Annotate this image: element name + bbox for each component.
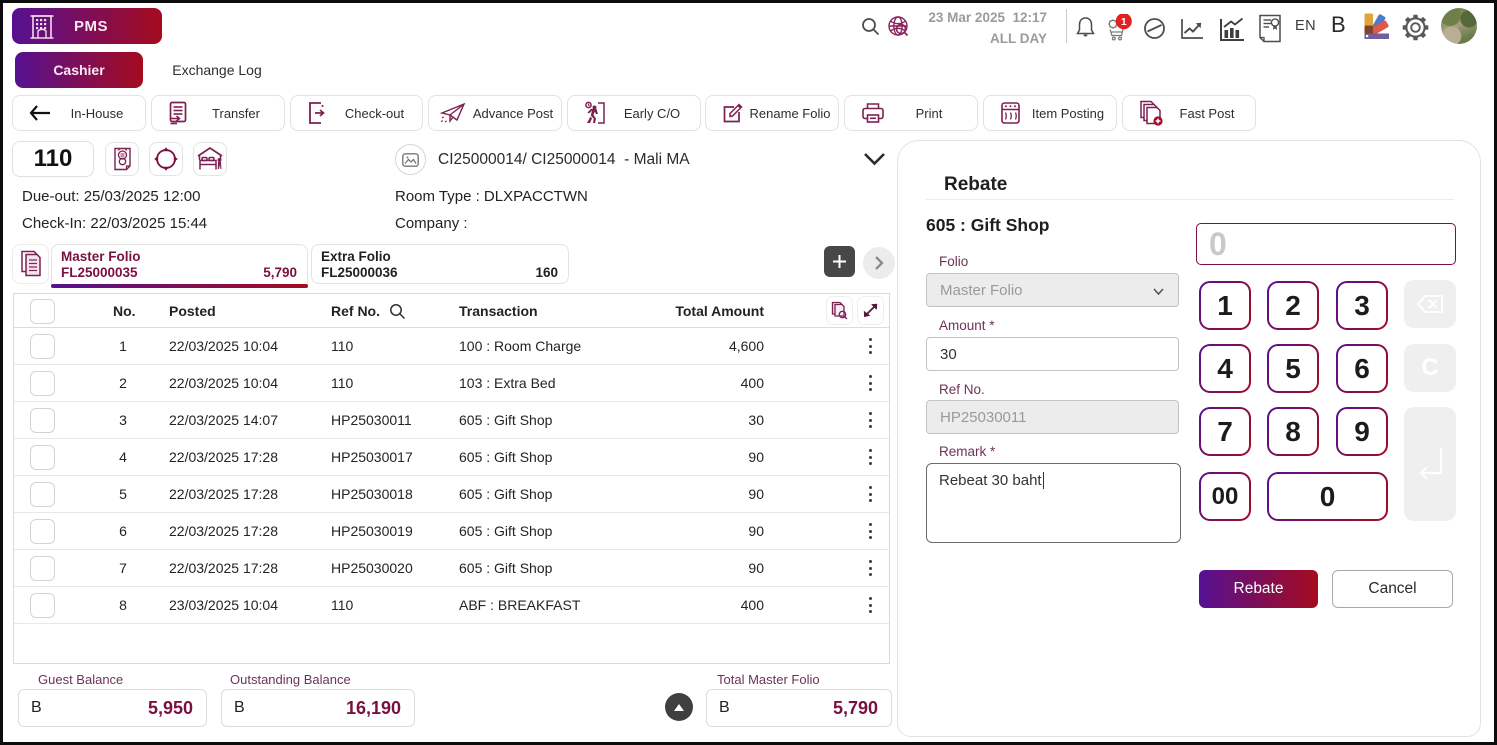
- svg-text:1: 1: [1121, 16, 1127, 28]
